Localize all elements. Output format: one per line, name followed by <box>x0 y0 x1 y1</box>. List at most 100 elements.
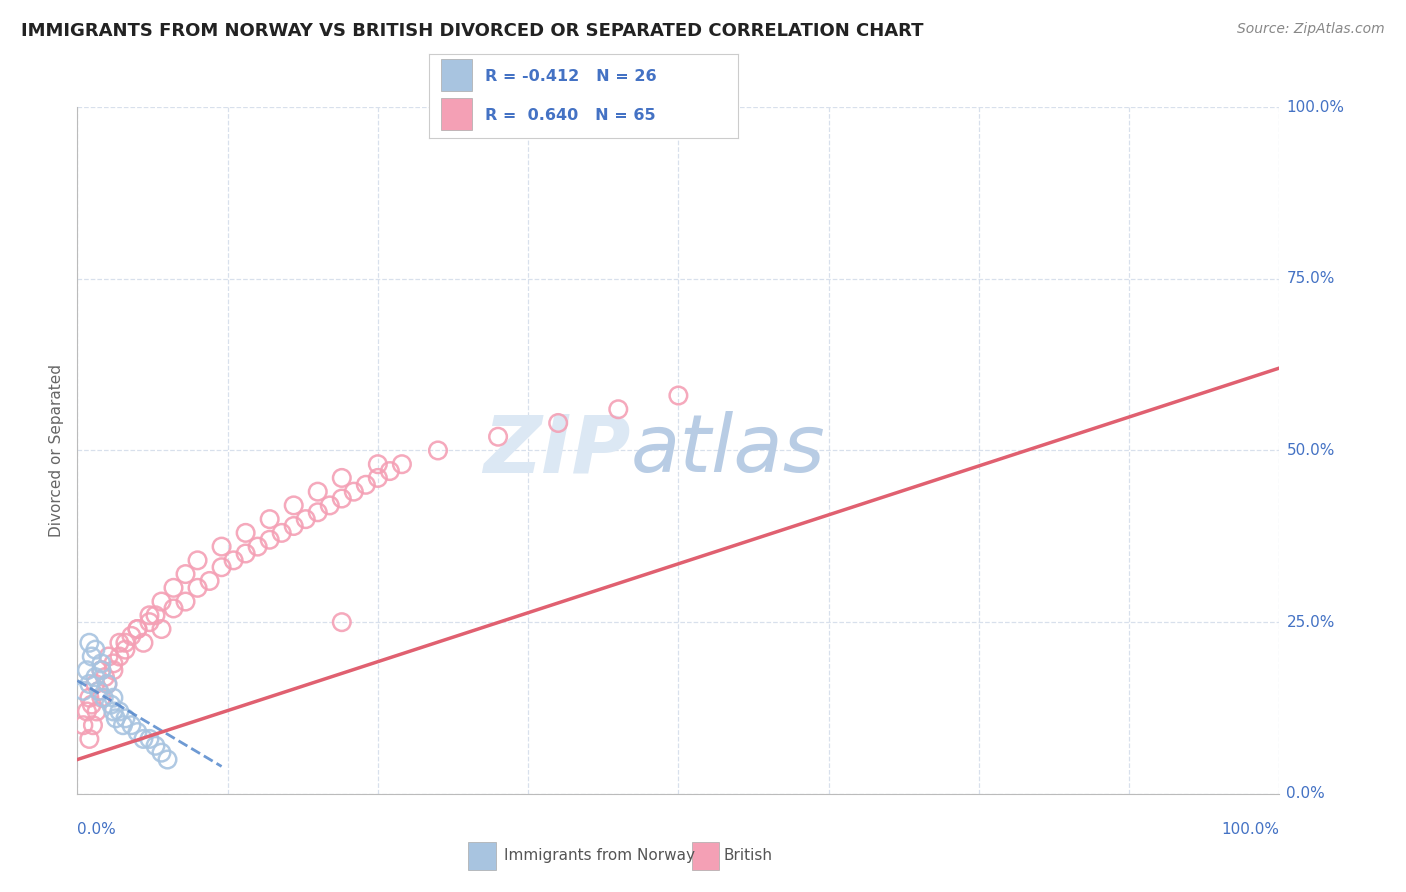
Point <box>114 636 136 650</box>
Point <box>270 525 292 540</box>
Point <box>76 705 98 719</box>
Point <box>127 622 149 636</box>
Point <box>330 615 353 630</box>
Point <box>111 718 134 732</box>
Point <box>246 540 269 554</box>
Text: 25.0%: 25.0% <box>1286 615 1334 630</box>
FancyBboxPatch shape <box>441 97 472 130</box>
Point <box>319 499 342 513</box>
Point <box>132 636 155 650</box>
Text: 100.0%: 100.0% <box>1222 822 1279 838</box>
Point <box>367 457 389 471</box>
Point <box>127 725 149 739</box>
Text: 0.0%: 0.0% <box>1286 787 1326 801</box>
Point <box>235 546 257 561</box>
Point <box>378 464 401 478</box>
Point <box>427 443 450 458</box>
Point <box>80 649 103 664</box>
Point <box>138 608 160 623</box>
Point <box>86 705 108 719</box>
Point <box>103 663 125 677</box>
Point <box>367 471 389 485</box>
Text: Immigrants from Norway: Immigrants from Norway <box>505 848 695 863</box>
Point <box>120 718 142 732</box>
Point <box>330 491 353 506</box>
Point <box>87 683 110 698</box>
Text: atlas: atlas <box>630 411 825 490</box>
Point <box>93 690 115 705</box>
Point <box>84 670 107 684</box>
Point <box>607 402 630 417</box>
Text: IMMIGRANTS FROM NORWAY VS BRITISH DIVORCED OR SEPARATED CORRELATION CHART: IMMIGRANTS FROM NORWAY VS BRITISH DIVORC… <box>21 22 924 40</box>
Point <box>114 642 136 657</box>
Text: 75.0%: 75.0% <box>1286 271 1334 286</box>
Point <box>90 690 112 705</box>
Point <box>145 739 167 753</box>
Y-axis label: Divorced or Separated: Divorced or Separated <box>49 364 65 537</box>
Point <box>79 677 101 691</box>
Point <box>72 683 94 698</box>
Point <box>127 622 149 636</box>
Point <box>174 567 197 582</box>
Point <box>294 512 316 526</box>
Point <box>120 629 142 643</box>
Point <box>103 705 125 719</box>
Text: 50.0%: 50.0% <box>1286 443 1334 458</box>
Text: R =  0.640   N = 65: R = 0.640 N = 65 <box>485 108 655 123</box>
Point <box>132 731 155 746</box>
Point <box>668 388 690 402</box>
Point <box>80 698 103 712</box>
Point <box>138 615 160 630</box>
Point <box>150 746 173 760</box>
Point <box>198 574 221 588</box>
Point <box>150 594 173 608</box>
Point <box>211 540 233 554</box>
Point <box>72 718 94 732</box>
Point <box>486 430 509 444</box>
Point <box>307 484 329 499</box>
Point <box>79 636 101 650</box>
Point <box>103 657 125 671</box>
Point <box>283 499 305 513</box>
Point <box>162 581 184 595</box>
Point <box>100 698 122 712</box>
Point <box>391 457 413 471</box>
Point <box>108 705 131 719</box>
Point <box>96 677 118 691</box>
Point <box>211 560 233 574</box>
Point <box>103 690 125 705</box>
Point <box>156 753 179 767</box>
Point <box>307 505 329 519</box>
Point <box>259 533 281 547</box>
Text: R = -0.412   N = 26: R = -0.412 N = 26 <box>485 69 657 84</box>
Point <box>145 608 167 623</box>
Point <box>90 663 112 677</box>
Point <box>114 711 136 725</box>
Point <box>84 677 107 691</box>
Point <box>186 553 209 567</box>
Point <box>547 416 569 430</box>
Point <box>90 657 112 671</box>
Text: 100.0%: 100.0% <box>1286 100 1344 114</box>
Point <box>162 601 184 615</box>
Point <box>76 663 98 677</box>
FancyBboxPatch shape <box>468 842 496 870</box>
FancyBboxPatch shape <box>441 59 472 91</box>
Point <box>97 649 120 664</box>
Point <box>82 718 104 732</box>
Point <box>108 649 131 664</box>
Text: Source: ZipAtlas.com: Source: ZipAtlas.com <box>1237 22 1385 37</box>
Point <box>354 478 377 492</box>
Point <box>330 471 353 485</box>
Point <box>108 636 131 650</box>
Point <box>150 622 173 636</box>
Point <box>79 731 101 746</box>
Point <box>235 525 257 540</box>
Point <box>87 683 110 698</box>
Point <box>174 594 197 608</box>
Point <box>104 711 127 725</box>
Point <box>186 581 209 595</box>
Point <box>222 553 245 567</box>
Point <box>138 731 160 746</box>
Point <box>79 690 101 705</box>
